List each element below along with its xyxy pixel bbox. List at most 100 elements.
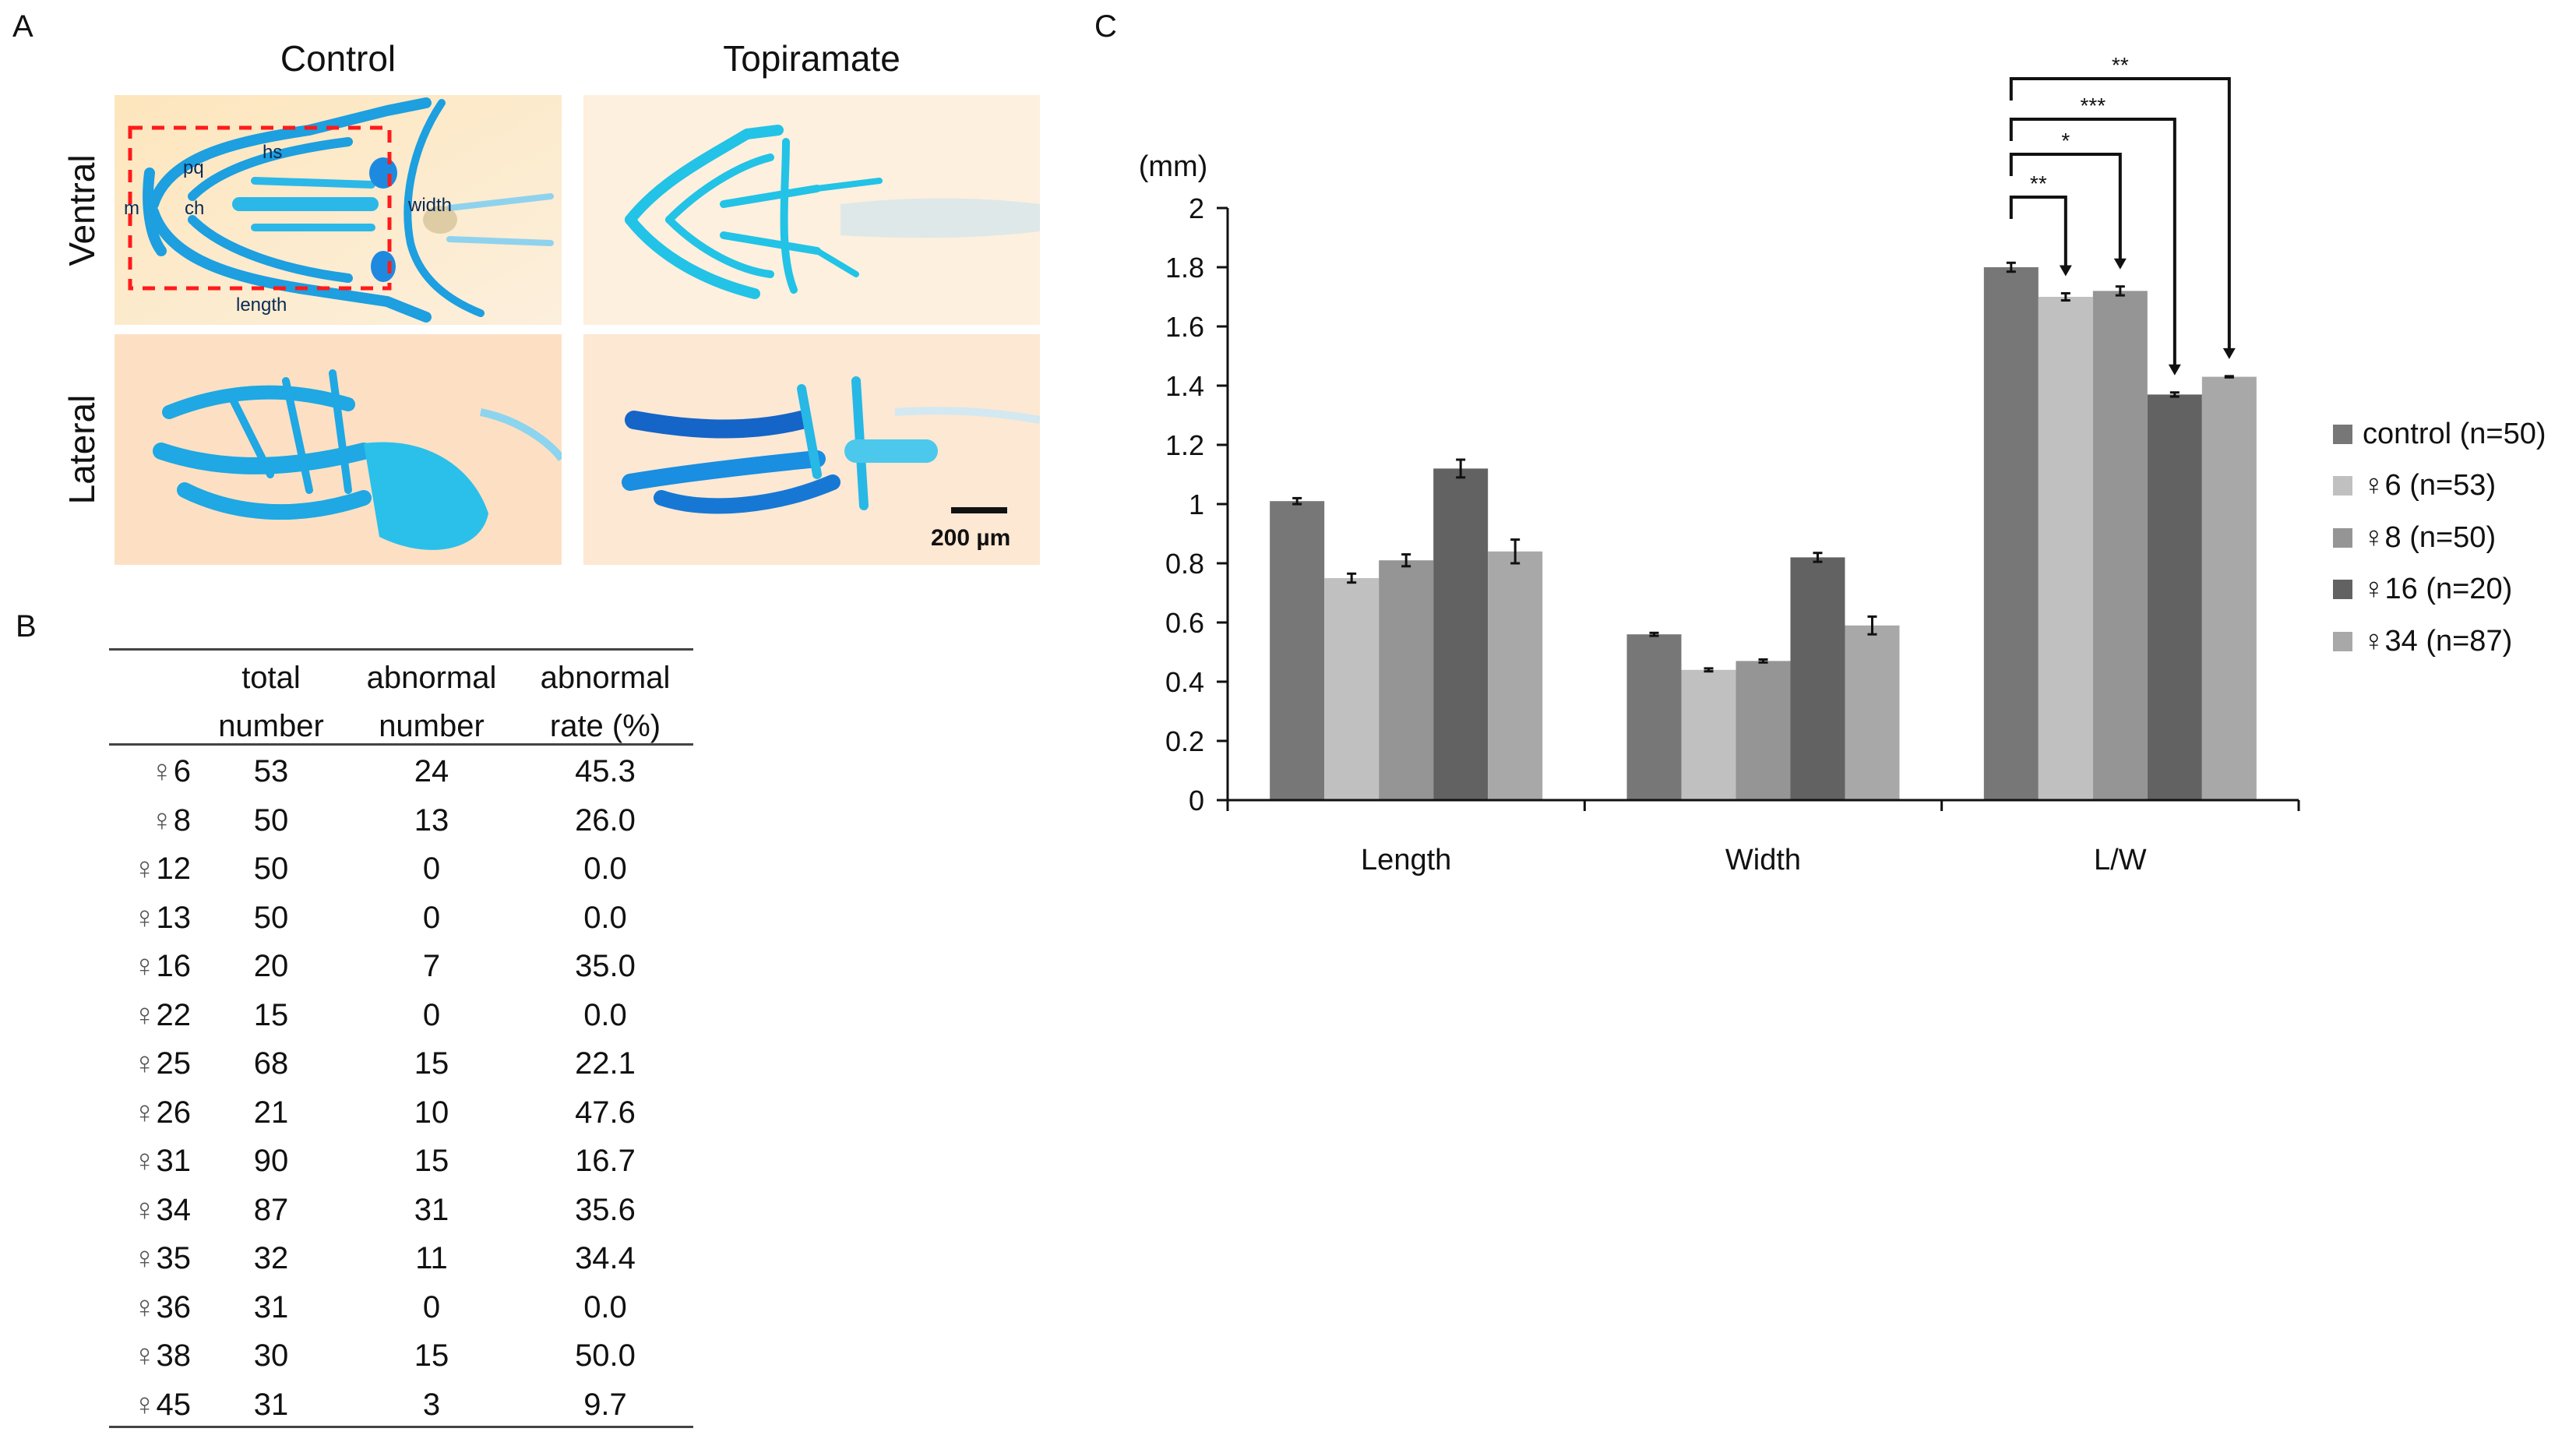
bracket-line — [2009, 153, 2122, 262]
error-bar — [2060, 291, 2070, 302]
legend-swatch — [2333, 527, 2352, 548]
row-id: 12 — [156, 852, 192, 886]
row-label: ♀26 — [97, 1088, 192, 1137]
cartilage-stain-image — [115, 95, 562, 325]
female-symbol-icon: ♀ — [132, 1289, 157, 1324]
legend-label-text: 8 (n=50) — [2384, 520, 2497, 554]
cell-total-number: 87 — [253, 1192, 289, 1227]
panel-c-label: C — [1094, 9, 1117, 44]
female-symbol-icon: ♀ — [132, 1192, 157, 1227]
bar-width-series-4 — [1845, 625, 1900, 800]
error-bar — [1813, 552, 1823, 563]
cell-abnormal-rate: 0.0 — [583, 852, 627, 886]
cell-abnormal-rate: 22.1 — [575, 1046, 636, 1081]
female-symbol-icon: ♀ — [150, 754, 174, 788]
cell-abnormal-rate: 35.6 — [575, 1192, 636, 1227]
cell-abnormal-rate: 0.0 — [583, 1289, 627, 1324]
cell-total-number: 90 — [253, 1144, 289, 1178]
arrow-head-icon — [2113, 258, 2127, 270]
female-symbol-icon: ♀ — [132, 1338, 157, 1373]
cell-abnormal-rate: 34.4 — [575, 1241, 636, 1275]
y-axis-label: (mm) — [1139, 150, 1208, 183]
arrow-head-icon — [2168, 364, 2181, 376]
header-line-1: abnormal — [540, 661, 671, 695]
row-id: 22 — [156, 997, 192, 1032]
error-bar — [1510, 538, 1521, 565]
significance-bracket: ** — [2009, 171, 2072, 277]
significance-bracket: * — [2009, 129, 2127, 270]
column-header-topiramate: Topiramate — [723, 38, 900, 79]
cell-abnormal-number: 10 — [414, 1095, 449, 1130]
bar-l-w-series-0 — [1983, 267, 2039, 800]
header-line-2: rate (%) — [549, 709, 661, 743]
row-id: 35 — [156, 1241, 192, 1275]
table-header-total: total number — [201, 654, 341, 750]
cell-abnormal-rate: 45.3 — [575, 754, 636, 788]
y-tick-label: 2 — [1189, 192, 1204, 224]
error-bar — [1867, 615, 1877, 636]
legend-swatch — [2333, 424, 2352, 444]
legend-swatch — [2333, 580, 2352, 599]
header-line-1: total — [241, 661, 301, 695]
legend-label: ♀8 (n=50) — [2363, 521, 2496, 555]
legend-item: ♀6 (n=53) — [2333, 463, 2496, 510]
cartilage-stain-image — [583, 95, 1040, 325]
row-label: ♀31 — [97, 1137, 192, 1185]
cartilage-stain-image — [583, 334, 1040, 565]
cell-abnormal-number: 11 — [415, 1241, 448, 1275]
bar-width-series-2 — [1736, 661, 1791, 800]
cartilage-stain-image — [115, 334, 562, 565]
photo-control-lateral — [115, 334, 562, 565]
error-bar — [1704, 667, 1714, 673]
y-tick-label: 0.2 — [1165, 725, 1204, 757]
bar-length-series-1 — [1324, 578, 1380, 800]
scale-bar-label: 200 µm — [931, 525, 1011, 551]
legend-label-text: 16 (n=20) — [2384, 573, 2513, 605]
error-bar — [2169, 391, 2180, 398]
photo-topiramate-lateral: 200 µm — [583, 334, 1040, 565]
female-symbol-icon: ♀ — [132, 949, 157, 983]
row-id: 34 — [156, 1192, 192, 1227]
cell-total-number: 31 — [253, 1289, 289, 1324]
row-id: 8 — [173, 802, 191, 838]
error-bar — [1292, 496, 1302, 506]
cell-abnormal-number: 0 — [422, 997, 441, 1032]
cell-abnormal-rate: 35.0 — [575, 949, 636, 983]
error-bar — [1347, 572, 1357, 584]
cell-total-number: 50 — [253, 802, 289, 838]
table-header-rule — [109, 743, 693, 746]
significance-label: ** — [2112, 53, 2129, 77]
legend-label: control (n=50) — [2363, 418, 2546, 451]
row-label: ♀6 — [97, 747, 191, 795]
significance-bracket: *** — [2009, 93, 2181, 376]
female-symbol-icon: ♀ — [132, 852, 157, 886]
row-label: ♀34 — [97, 1186, 192, 1234]
bar-length-series-4 — [1488, 551, 1543, 800]
cell-abnormal-number: 15 — [414, 1338, 449, 1373]
cell-abnormal-rate: 9.7 — [583, 1387, 627, 1422]
bar-length-series-0 — [1270, 501, 1325, 800]
female-symbol-icon: ♀ — [132, 1046, 157, 1081]
significance-label: ** — [2030, 171, 2047, 196]
female-symbol-icon: ♀ — [132, 1095, 157, 1130]
label-ch: ch — [185, 198, 205, 219]
error-bar — [2224, 375, 2234, 379]
error-bar — [1401, 553, 1411, 568]
legend-label-text: 6 (n=53) — [2384, 469, 2497, 502]
y-tick-label: 0.4 — [1165, 666, 1204, 698]
bar-l-w-series-3 — [2147, 394, 2202, 800]
bar-width-series-1 — [1681, 669, 1736, 800]
y-tick-label: 1.4 — [1165, 370, 1204, 402]
x-tick-label: Width — [1725, 844, 1801, 876]
table-header-abnormal-number: abnormal number — [358, 654, 506, 750]
cell-abnormal-rate: 16.7 — [575, 1144, 636, 1178]
bar-length-series-3 — [1433, 468, 1489, 800]
female-symbol-icon: ♀ — [150, 802, 174, 838]
legend-swatch — [2333, 476, 2352, 496]
cell-abnormal-number: 0 — [422, 1289, 441, 1324]
row-id: 31 — [156, 1144, 192, 1178]
row-header-ventral: Ventral — [62, 154, 102, 266]
significance-bracket: ** — [2009, 53, 2236, 359]
y-tick-label: 0.8 — [1165, 548, 1204, 580]
cell-abnormal-number: 3 — [422, 1387, 441, 1422]
